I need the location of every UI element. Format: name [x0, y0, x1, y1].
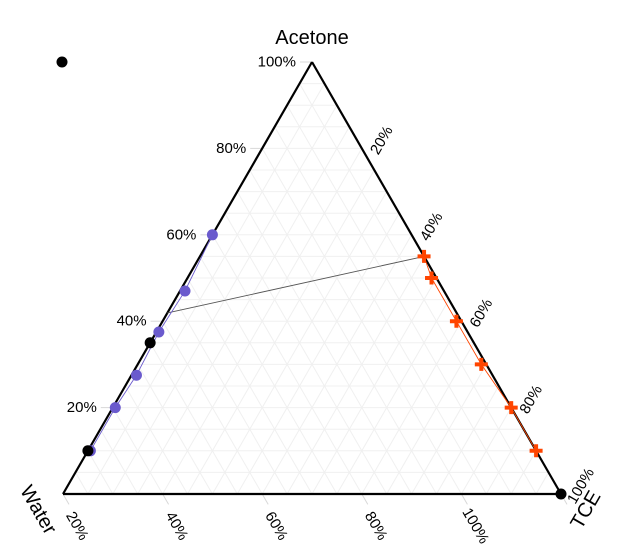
grid-line — [187, 277, 313, 495]
grid-line — [311, 277, 437, 495]
grid-line — [485, 428, 525, 495]
acetone-tick-label: 80% — [216, 140, 246, 157]
tce-tick-label: 20% — [367, 123, 397, 158]
grid-line — [87, 83, 325, 495]
grid-line — [510, 450, 537, 495]
grid-line — [411, 364, 487, 495]
acetone-tick-label: 100% — [258, 54, 296, 71]
grid-line — [187, 169, 375, 495]
water-tick — [62, 493, 70, 505]
data-point — [109, 402, 121, 414]
grid-line — [286, 256, 425, 495]
data-point — [179, 285, 191, 297]
tie-lines — [167, 255, 425, 314]
data-point — [425, 271, 439, 285]
data-point — [206, 229, 218, 241]
grid-line — [174, 299, 288, 495]
grid-line — [236, 212, 400, 495]
vertex-label-top: Acetone — [275, 27, 348, 49]
series-line — [90, 234, 213, 452]
water-tick — [460, 493, 468, 505]
frame-edge-left — [62, 61, 313, 495]
data-points — [82, 229, 567, 500]
data-point — [529, 444, 543, 458]
data-point — [130, 369, 142, 381]
data-point — [153, 326, 165, 338]
tce-tick-label: 60% — [467, 296, 497, 331]
acetone-tick-label: 60% — [166, 226, 196, 243]
grid-line — [137, 364, 213, 495]
water-tick-label: 40% — [162, 509, 192, 544]
outlier-point — [56, 56, 68, 68]
grid-line — [224, 212, 388, 495]
water-tick — [261, 493, 269, 505]
data-point — [474, 357, 488, 371]
grid-line — [299, 83, 537, 495]
data-point — [504, 401, 518, 415]
water-tick-label: 80% — [361, 509, 391, 544]
water-tick — [162, 493, 170, 505]
grid-line — [361, 320, 462, 495]
grid-line — [149, 342, 238, 495]
grid-line — [162, 320, 263, 495]
vertex-label-left: Water — [15, 482, 61, 539]
grid-line — [124, 385, 188, 495]
tce-tick-label: 80% — [516, 382, 546, 417]
data-point — [417, 249, 431, 263]
grid-line — [535, 472, 549, 495]
reference-point — [144, 337, 156, 349]
grid-line — [199, 256, 338, 495]
water-tick-label: 100% — [458, 505, 492, 547]
tie-line — [167, 255, 425, 314]
grid-line — [274, 126, 487, 495]
acetone-tick-label: 20% — [67, 399, 97, 416]
grid-line — [386, 342, 475, 495]
water-tick-label: 20% — [62, 509, 92, 544]
acetone-tick-label: 40% — [117, 313, 147, 330]
grid-line — [336, 299, 450, 495]
data-point — [449, 314, 463, 328]
reference-point — [82, 445, 94, 457]
ternary-grid — [75, 83, 549, 495]
grid-line — [137, 126, 350, 495]
tce-tick-label: 40% — [417, 210, 447, 245]
grid-line — [75, 472, 89, 495]
water-tick-label: 60% — [261, 509, 291, 544]
grid-line — [436, 385, 500, 495]
reference-point — [555, 488, 567, 500]
grid-line — [99, 428, 139, 495]
grid-line — [249, 169, 437, 495]
grid-line — [460, 407, 512, 495]
water-tick — [361, 493, 369, 505]
grid-line — [112, 407, 164, 495]
grid-line — [87, 450, 114, 495]
